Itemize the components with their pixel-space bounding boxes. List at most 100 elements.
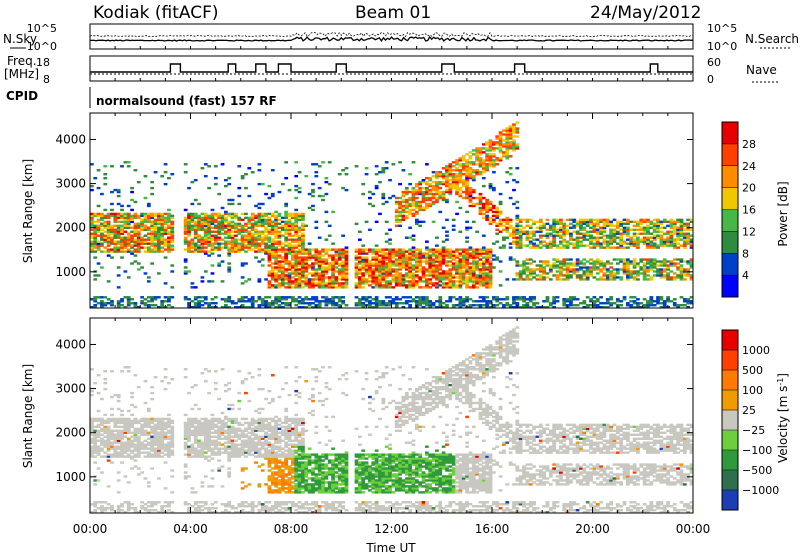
power-cell [643,227,647,229]
power-cell [224,298,228,300]
power-cell [268,213,272,215]
power-cell [184,171,188,173]
velocity-cell [117,479,121,481]
power-cell [609,302,613,304]
velocity-cell [154,501,158,503]
power-cell [291,213,295,215]
power-cell [221,260,225,262]
power-cell [254,221,258,223]
power-cell [288,189,292,191]
power-cell [361,193,365,195]
power-cell [479,300,483,302]
power-cell [579,233,583,235]
power-cell [643,237,647,239]
power-cell [301,256,305,258]
power-cell [616,242,620,244]
power-cell [576,237,580,239]
power-cell [217,213,221,215]
velocity-cell [124,366,128,368]
power-cell [482,213,486,215]
power-cell [502,129,506,131]
power-cell [345,304,349,306]
power-cell [298,296,302,298]
power-cell [294,250,298,252]
power-cell [274,215,278,217]
power-cell [619,258,623,260]
velocity-cell [144,418,148,420]
power-cell [412,161,416,163]
power-cell [646,219,650,221]
power-cell [150,248,154,250]
power-cell [237,195,241,197]
power-cell [552,296,556,298]
power-cell [596,219,600,221]
power-cell [425,296,429,298]
power-cell [519,225,523,227]
power-cell [649,258,653,260]
power-cell [566,262,570,264]
velocity-cell [103,414,107,416]
power-cell [264,219,268,221]
velocity-cell [97,467,101,469]
power-cell [291,262,295,264]
power-cell [335,258,339,260]
power-cell [301,213,305,215]
power-cell [154,219,158,221]
power-cell [482,147,486,149]
power-cell [392,274,396,276]
power-cell [100,300,104,302]
power-cell [100,233,104,235]
power-cell [629,300,633,302]
power-cell [432,175,436,177]
power-cell [526,258,530,260]
velocity-cell [90,446,94,448]
velocity-cell [147,418,151,420]
power-cell [227,241,231,243]
power-cell [392,260,396,262]
power-cell [653,235,657,237]
power-cell [281,296,285,298]
power-cell [499,270,503,272]
power-cell [489,207,493,209]
power-cell [311,296,315,298]
power-cell [633,300,637,302]
power-cell [288,272,292,274]
power-cell [130,209,134,211]
power-cell [134,248,138,250]
power-cell [663,219,667,221]
power-cell [97,213,101,215]
power-cell [201,280,205,282]
power-cell [338,262,342,264]
power-cell [643,298,647,300]
power-cell [392,268,396,270]
power-cell [325,211,329,213]
power-cell [110,225,114,227]
power-cell [191,181,195,183]
power-cell [311,195,315,197]
power-cell [124,250,128,252]
power-cell [405,237,409,239]
power-cell [130,250,134,252]
power-cell [445,219,449,221]
power-cell [325,296,329,298]
power-cell [623,219,627,221]
power-cell [499,131,503,133]
velocity-cell [124,475,128,477]
power-cell [572,304,576,306]
velocity-cell [160,505,164,507]
power-cell [355,254,359,256]
power-cell [301,223,305,225]
power-cell [120,304,124,306]
power-cell [284,286,288,288]
velocity-cell [120,410,124,412]
nave-label: Nave [746,63,777,77]
power-cell [459,169,463,171]
power-cell [495,163,499,165]
power-cell [489,139,493,141]
power-cell [388,179,392,181]
power-cell [428,183,432,185]
velocity-cell [97,418,101,420]
power-cell [100,193,104,195]
power-cell [207,187,211,189]
power-cell [475,203,479,205]
